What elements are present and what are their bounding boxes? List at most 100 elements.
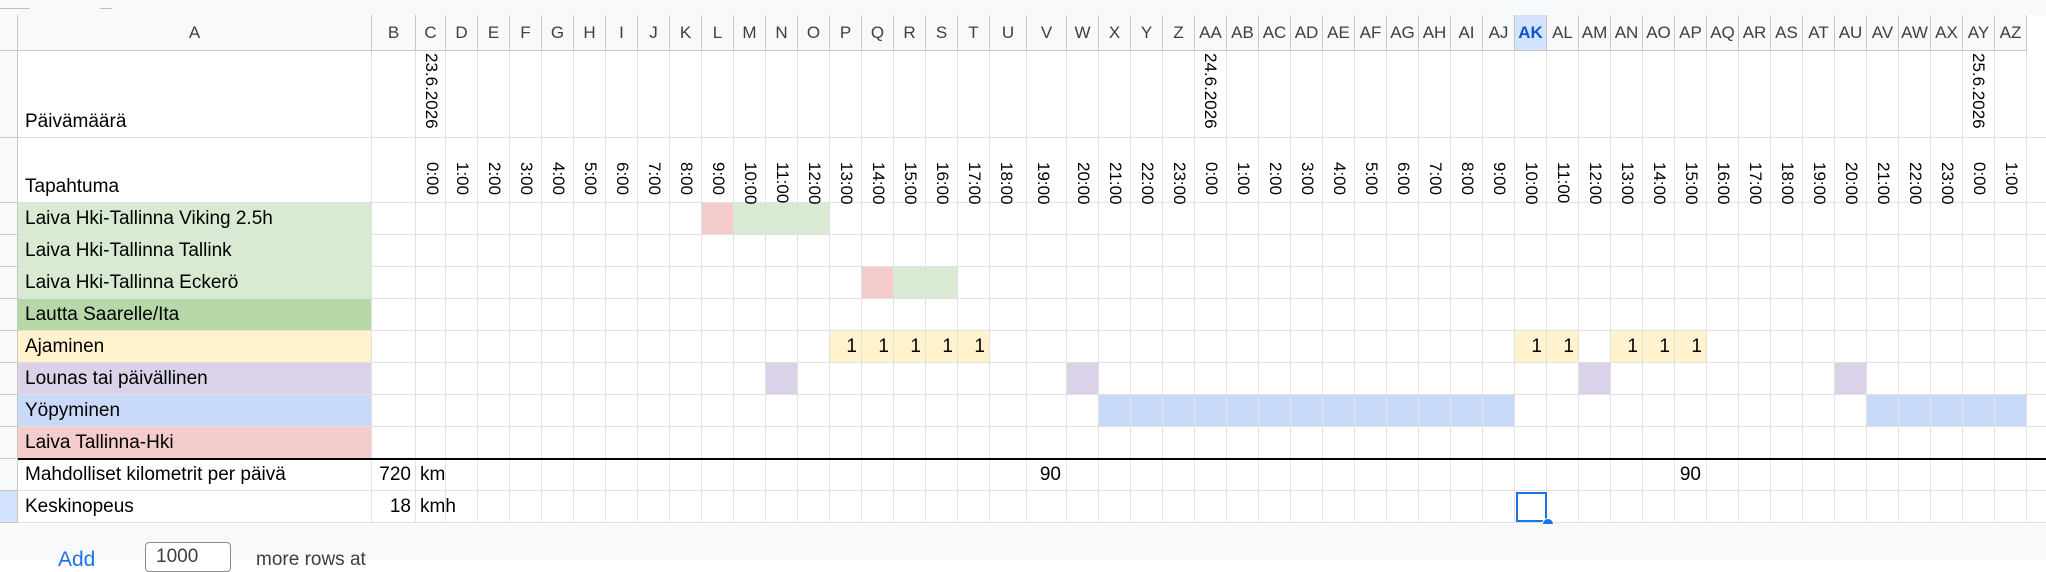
time-cell[interactable]: 20:00	[1842, 162, 1861, 205]
column-header-f[interactable]: F	[510, 15, 542, 51]
column-header-j[interactable]: J	[638, 15, 670, 51]
column-header-i[interactable]: I	[606, 15, 638, 51]
selected-cell-outline[interactable]	[1516, 492, 1547, 522]
column-header-q[interactable]: Q	[862, 15, 894, 51]
event-label[interactable]: Laiva Tallinna-Hki	[25, 432, 174, 453]
time-cell[interactable]: 4:00	[549, 162, 568, 196]
column-header-ae[interactable]: AE	[1323, 15, 1355, 51]
time-cell[interactable]: 14:00	[869, 162, 888, 205]
column-header-d[interactable]: D	[446, 15, 478, 51]
date-cell[interactable]: 23.6.2026	[422, 53, 441, 129]
column-header-m[interactable]: M	[734, 15, 766, 51]
select-all-corner[interactable]	[0, 15, 18, 51]
column-header-aj[interactable]: AJ	[1483, 15, 1515, 51]
time-cell[interactable]: 1:00	[2002, 162, 2021, 196]
column-header-ag[interactable]: AG	[1387, 15, 1419, 51]
event-label[interactable]: Ajaminen	[25, 336, 105, 357]
time-cell[interactable]: 3:00	[1298, 162, 1317, 196]
time-cell[interactable]: 7:00	[645, 162, 664, 196]
column-header-at[interactable]: AT	[1803, 15, 1835, 51]
column-header-ab[interactable]: AB	[1227, 15, 1259, 51]
column-header-w[interactable]: W	[1067, 15, 1099, 51]
time-cell[interactable]: 11:00	[773, 162, 792, 204]
time-cell[interactable]: 15:00	[1682, 162, 1701, 205]
time-cell[interactable]: 14:00	[1650, 162, 1669, 205]
column-header-x[interactable]: X	[1099, 15, 1131, 51]
row-header[interactable]	[0, 138, 18, 203]
summary-unit[interactable]: kmh	[420, 496, 456, 517]
time-cell[interactable]: 9:00	[1490, 162, 1509, 196]
timeline-cell-value[interactable]: 1	[1531, 336, 1542, 357]
row-header[interactable]	[0, 331, 18, 363]
row-header[interactable]	[0, 51, 18, 138]
column-header-b[interactable]: B	[372, 15, 416, 51]
time-cell[interactable]: 3:00	[517, 162, 536, 196]
time-cell[interactable]: 1:00	[1234, 162, 1253, 196]
column-header-al[interactable]: AL	[1547, 15, 1579, 51]
column-header-n[interactable]: N	[766, 15, 798, 51]
time-cell[interactable]: 17:00	[1746, 162, 1765, 205]
summary-value[interactable]: 18	[389, 496, 411, 517]
column-header-l[interactable]: L	[702, 15, 734, 51]
date-cell[interactable]: 24.6.2026	[1201, 53, 1220, 129]
event-label[interactable]: Yöpyminen	[25, 400, 121, 421]
time-cell[interactable]: 13:00	[837, 162, 856, 205]
time-cell[interactable]: 10:00	[741, 162, 760, 205]
column-header-am[interactable]: AM	[1579, 15, 1611, 51]
timeline-cell-value[interactable]: 1	[1691, 336, 1702, 357]
time-cell[interactable]: 13:00	[1618, 162, 1637, 205]
summary-value[interactable]: 720	[379, 464, 411, 485]
time-cell[interactable]: 18:00	[997, 162, 1016, 205]
time-cell[interactable]: 23:00	[1938, 162, 1957, 205]
time-cell[interactable]: 17:00	[965, 162, 984, 205]
column-header-s[interactable]: S	[926, 15, 958, 51]
column-header-k[interactable]: K	[670, 15, 702, 51]
column-header-v[interactable]: V	[1027, 15, 1067, 51]
column-header-aq[interactable]: AQ	[1707, 15, 1739, 51]
column-header-a[interactable]: A	[18, 15, 372, 51]
time-cell[interactable]: 6:00	[613, 162, 632, 196]
row-header[interactable]	[0, 427, 18, 459]
timeline-cell-value[interactable]: 1	[1563, 336, 1574, 357]
summary-label[interactable]: Keskinopeus	[25, 496, 134, 517]
time-cell[interactable]: 12:00	[805, 162, 824, 205]
time-cell[interactable]: 10:00	[1522, 162, 1541, 205]
summary-extra-value[interactable]: 90	[1039, 464, 1061, 485]
time-cell[interactable]: 7:00	[1426, 162, 1445, 196]
timeline-cell-value[interactable]: 1	[846, 336, 857, 357]
time-cell[interactable]: 8:00	[677, 162, 696, 196]
date-cell[interactable]: 25.6.2026	[1969, 53, 1988, 129]
timeline-cell-value[interactable]: 1	[878, 336, 889, 357]
row-header[interactable]	[0, 459, 18, 491]
time-cell[interactable]: 19:00	[1034, 162, 1053, 205]
time-cell[interactable]: 19:00	[1810, 162, 1829, 205]
column-header-aw[interactable]: AW	[1899, 15, 1931, 51]
time-cell[interactable]: 15:00	[901, 162, 920, 205]
time-cell[interactable]: 23:00	[1170, 162, 1189, 205]
column-header-p[interactable]: P	[830, 15, 862, 51]
event-label[interactable]: Laiva Hki-Tallinna Tallink	[25, 240, 232, 261]
summary-extra-value[interactable]: 90	[1679, 464, 1701, 485]
rows-count-input[interactable]	[145, 542, 231, 572]
time-cell[interactable]: 11:00	[1554, 162, 1573, 204]
column-header-u[interactable]: U	[990, 15, 1027, 51]
time-cell[interactable]: 22:00	[1906, 162, 1925, 205]
column-header-y[interactable]: Y	[1131, 15, 1163, 51]
time-cell[interactable]: 9:00	[709, 162, 728, 196]
time-cell[interactable]: 16:00	[1714, 162, 1733, 205]
time-cell[interactable]: 4:00	[1330, 162, 1349, 196]
column-header-as[interactable]: AS	[1771, 15, 1803, 51]
add-rows-button[interactable]: Add	[58, 548, 96, 571]
column-header-ao[interactable]: AO	[1643, 15, 1675, 51]
time-cell[interactable]: 21:00	[1106, 162, 1125, 205]
column-header-af[interactable]: AF	[1355, 15, 1387, 51]
column-header-ak[interactable]: AK	[1515, 15, 1547, 51]
column-header-r[interactable]: R	[894, 15, 926, 51]
time-cell[interactable]: 0:00	[1970, 162, 1989, 196]
column-header-e[interactable]: E	[478, 15, 510, 51]
summary-unit[interactable]: km	[420, 464, 446, 485]
time-cell[interactable]: 1:00	[453, 162, 472, 196]
time-cell[interactable]: 2:00	[485, 162, 504, 196]
timeline-cell-value[interactable]: 1	[1659, 336, 1670, 357]
time-cell[interactable]: 2:00	[1266, 162, 1285, 196]
